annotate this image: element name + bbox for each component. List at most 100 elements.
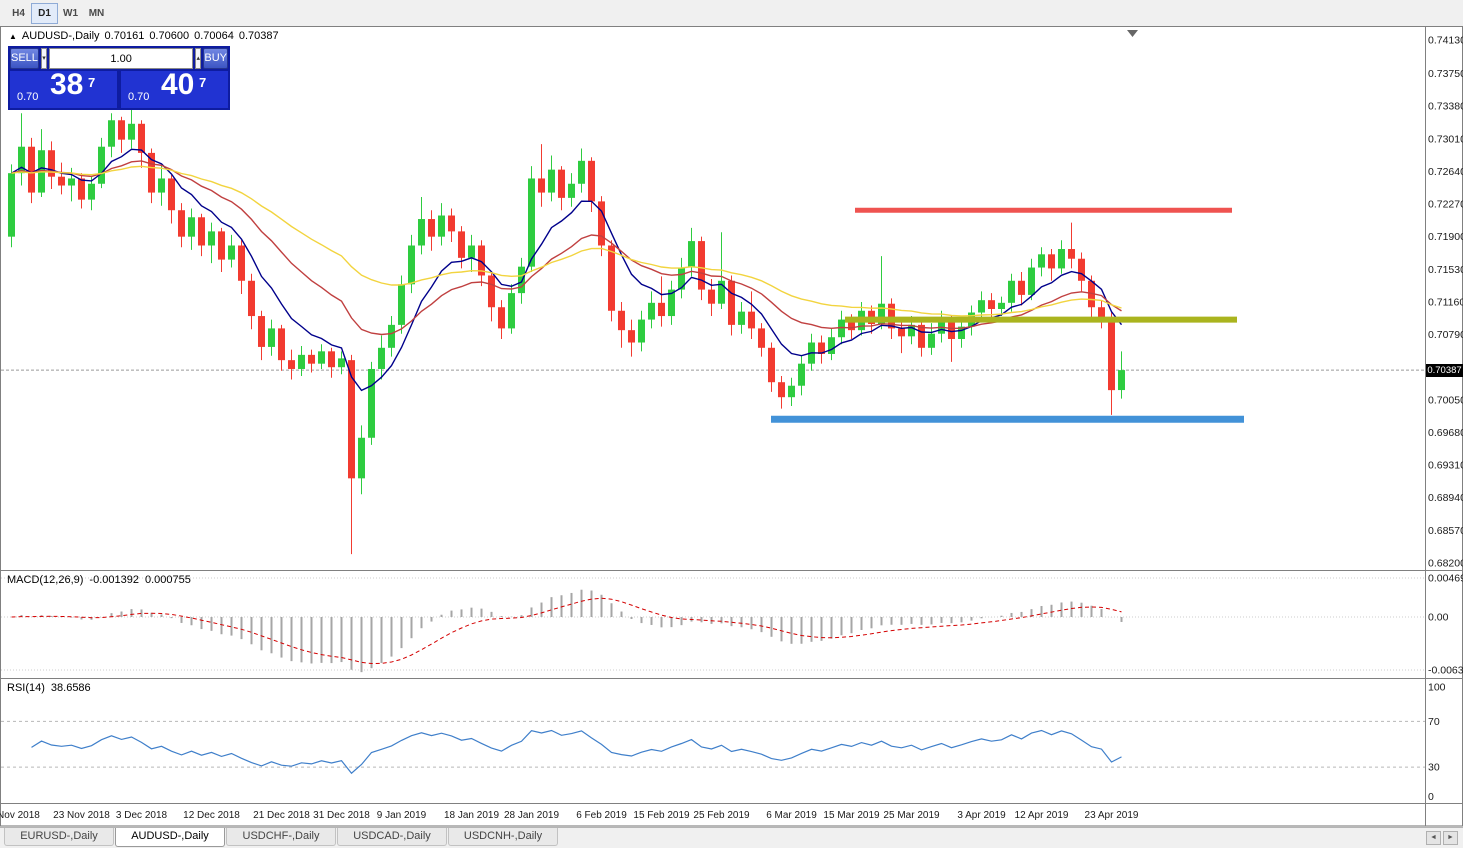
- candle-body: [218, 231, 225, 260]
- candle-body: [88, 183, 95, 200]
- period-button-mn[interactable]: MN: [88, 8, 105, 19]
- date-axis-label: 15 Feb 2019: [633, 810, 690, 821]
- ohlc-close: 0.70387: [238, 30, 279, 42]
- candle-body: [48, 150, 55, 177]
- candle-body: [378, 347, 385, 369]
- date-axis-label: 12 Apr 2019: [1015, 810, 1069, 821]
- candle-body: [788, 385, 795, 398]
- rsi-indicator-label: RSI(14) 38.6586: [7, 682, 91, 694]
- date-axis-label: 23 Apr 2019: [1085, 810, 1139, 821]
- candle-body: [838, 319, 845, 338]
- tab-usdcad-daily[interactable]: USDCAD-,Daily: [337, 828, 447, 846]
- tab-usdcnh-daily[interactable]: USDCNH-,Daily: [448, 828, 558, 846]
- period-button-w1[interactable]: W1: [63, 8, 78, 19]
- candle-body: [468, 245, 475, 258]
- rsi-name: RSI(14): [7, 682, 45, 694]
- candle-body: [488, 275, 495, 308]
- price-axis-label: 0.71530: [1428, 264, 1463, 276]
- macd-axis-label: 0.004694: [1428, 573, 1463, 585]
- chart-tab-bar: EURUSD-,Daily AUDUSD-,Daily USDCHF-,Dail…: [0, 827, 1463, 848]
- date-axis-label: 28 Jan 2019: [504, 810, 559, 821]
- chart-title: ▲ AUDUSD-,Daily 0.70161 0.70600 0.70064 0.703…: [9, 30, 279, 44]
- candle-body: [578, 160, 585, 184]
- one-click-collapse-icon[interactable]: ▲: [9, 32, 17, 41]
- date-axis-label: 25 Mar 2019: [883, 810, 940, 821]
- candle-body: [528, 178, 535, 267]
- period-toolbar: H4 D1 W1 MN: [0, 0, 1463, 26]
- rsi-axis-label: 30: [1428, 762, 1440, 774]
- candle-body: [258, 316, 265, 347]
- tab-usdchf-daily[interactable]: USDCHF-,Daily: [226, 828, 336, 846]
- tab-scroll-controls: ◄ ►: [1426, 831, 1458, 845]
- buy-price-display[interactable]: 0.70 40 7: [121, 68, 228, 108]
- sell-button[interactable]: SELL: [10, 48, 39, 69]
- candle-body: [288, 360, 295, 369]
- candle-body: [548, 169, 555, 193]
- candle-body: [168, 178, 175, 211]
- sell-price-display[interactable]: 0.70 38 7: [10, 68, 117, 108]
- volume-increase-button[interactable]: ▴: [195, 48, 202, 69]
- tab-scroll-left-button[interactable]: ◄: [1426, 831, 1441, 845]
- tab-audusd-daily[interactable]: AUDUSD-,Daily: [115, 828, 225, 847]
- candle-body: [598, 201, 605, 246]
- volume-decrease-button[interactable]: ▾: [40, 48, 48, 69]
- buy-price-sup: 7: [199, 75, 207, 90]
- price-axis-label: 0.69680: [1428, 427, 1463, 439]
- price-axis-label: 0.68940: [1428, 492, 1463, 504]
- candle-body: [428, 219, 435, 237]
- candle-body: [1058, 249, 1065, 269]
- price-axis-label: 0.72270: [1428, 199, 1463, 211]
- sell-price-sup: 7: [88, 75, 96, 90]
- date-axis-label: 3 Dec 2018: [116, 810, 168, 821]
- candle-body: [138, 123, 145, 153]
- candle-body: [238, 245, 245, 281]
- candle-body: [1028, 267, 1035, 295]
- buy-button[interactable]: BUY: [203, 48, 228, 69]
- candle-body: [208, 231, 215, 246]
- tab-scroll-right-button[interactable]: ►: [1443, 831, 1458, 845]
- candle-body: [1108, 317, 1115, 391]
- rsi-axis-label: 70: [1428, 716, 1440, 728]
- candle-body: [618, 310, 625, 331]
- date-axis-label: 23 Nov 2018: [53, 810, 110, 821]
- candle-body: [188, 217, 195, 237]
- candle-body: [408, 245, 415, 285]
- candle-body: [708, 289, 715, 304]
- scroll-to-end-icon[interactable]: [1127, 30, 1138, 37]
- tab-eurusd-daily[interactable]: EURUSD-,Daily: [4, 828, 114, 846]
- period-button-d1[interactable]: D1: [31, 3, 58, 24]
- candle-body: [588, 160, 595, 202]
- price-axis-label: 0.68570: [1428, 525, 1463, 537]
- candle-body: [318, 351, 325, 364]
- macd-value-signal: 0.000755: [144, 574, 191, 586]
- volume-input[interactable]: [49, 48, 194, 69]
- price-axis-label: 0.71160: [1428, 296, 1463, 308]
- ohlc-high: 0.70600: [149, 30, 190, 42]
- candle-body: [1098, 307, 1105, 318]
- macd-signal-line: [11, 597, 1122, 665]
- candle-body: [98, 146, 105, 184]
- candle-body: [18, 146, 25, 174]
- candle-body: [108, 120, 115, 147]
- candle-body: [878, 303, 885, 324]
- ma-fast-line: [11, 148, 1123, 392]
- price-axis-label: 0.68200: [1428, 558, 1463, 570]
- candle-body: [798, 363, 805, 386]
- buy-price-prefix: 0.70: [128, 91, 150, 103]
- current-price-badge: 0.70387: [1426, 364, 1463, 377]
- candle-body: [448, 215, 455, 232]
- candle-body: [508, 293, 515, 329]
- sell-price-big: 38: [50, 68, 84, 101]
- candle-body: [818, 342, 825, 354]
- candle-body: [668, 289, 675, 317]
- candle-body: [988, 300, 995, 309]
- candle-body: [338, 358, 345, 368]
- candle-body: [828, 337, 835, 354]
- macd-axis-label: 0.00: [1428, 612, 1449, 624]
- candle-body: [998, 302, 1005, 309]
- price-axis-label: 0.74130: [1428, 35, 1463, 47]
- candle-body: [648, 302, 655, 320]
- period-button-h4[interactable]: H4: [12, 8, 25, 19]
- macd-indicator-label: MACD(12,26,9) -0.001392 0.000755: [7, 574, 191, 586]
